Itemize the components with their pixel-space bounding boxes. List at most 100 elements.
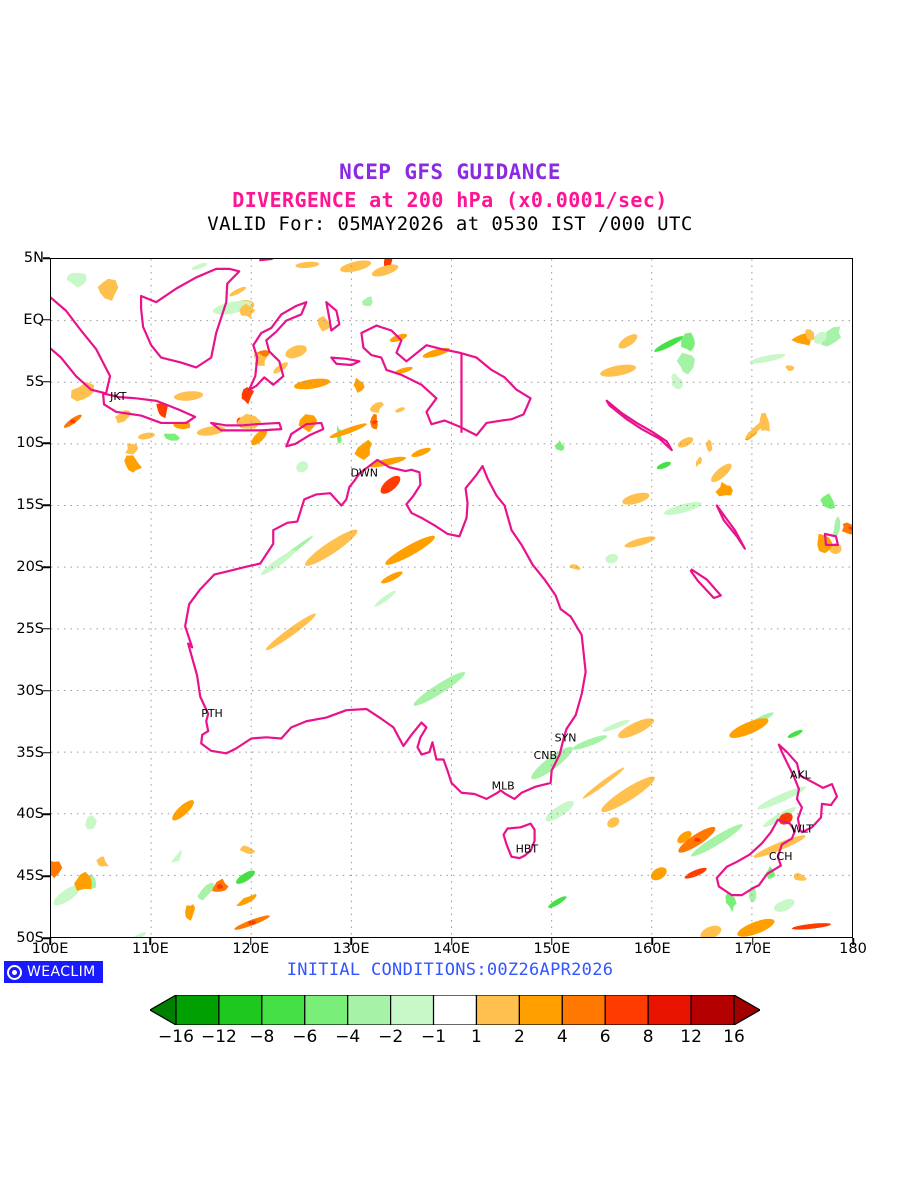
divergence-cell (684, 867, 707, 879)
divergence-cell (737, 918, 775, 937)
y-axis-label: 30S (16, 682, 44, 699)
divergence-cell (601, 776, 655, 813)
y-axis-label: 50S (16, 930, 44, 946)
divergence-cell (729, 718, 769, 738)
x-axis-label: 130E (332, 941, 370, 957)
divergence-cell (681, 332, 695, 352)
divergence-cell (241, 387, 254, 405)
colorbar-swatch (390, 995, 435, 1025)
weaclim-logo[interactable]: WEACLIM (4, 961, 103, 983)
colorbar-tick-labels: −16 −12 −8 −6 −4 −2 −1 1 2 4 6 8 12 16 (150, 1025, 760, 1049)
divergence-cell (354, 439, 373, 461)
divergence-cell (236, 893, 257, 906)
x-axis-label: 160E (633, 941, 671, 957)
x-tick (852, 938, 854, 945)
divergence-cell (53, 885, 81, 906)
divergence-cell (132, 932, 147, 937)
x-axis-label: 180 (839, 941, 867, 957)
divergence-cell (848, 526, 852, 530)
divergence-cell (691, 824, 743, 857)
colorbar-label: 2 (513, 1027, 525, 1047)
x-tick (250, 938, 252, 945)
y-tick (43, 504, 50, 507)
y-axis-label: 40S (16, 806, 44, 823)
divergence-cell (248, 920, 256, 925)
divergence-cell (650, 867, 667, 881)
colorbar-swatch (561, 995, 606, 1025)
city-labels: JKT DWN PTH SYN CNB MLB HBT AKL WLT CCH (109, 390, 813, 863)
divergence-cell (85, 815, 97, 830)
divergence-cell (813, 331, 827, 344)
divergence-cell (173, 391, 204, 401)
divergence-cell (239, 845, 256, 855)
colorbar-label: 4 (556, 1027, 568, 1047)
city-label-jkt: JKT (109, 390, 127, 403)
divergence-cell (368, 456, 406, 468)
divergence-cell (413, 672, 466, 706)
colorbar-swatch (175, 995, 220, 1025)
city-label-syn: SYN (555, 731, 577, 744)
divergence-cell (239, 303, 256, 319)
y-axis-label: 5N (23, 250, 44, 266)
divergence-cell (371, 420, 379, 425)
coastline-path (502, 822, 536, 860)
coastline-path (101, 392, 197, 425)
y-tick (43, 442, 50, 445)
colorbar-label: 8 (642, 1027, 654, 1047)
divergence-cell (293, 378, 331, 390)
y-tick (43, 813, 50, 816)
divergence-cell (380, 475, 401, 494)
divergence-cell (51, 860, 63, 879)
divergence-cell (582, 767, 625, 799)
map-plot-area: JKT DWN PTH SYN CNB MLB HBT AKL WLT CCH (50, 258, 853, 938)
divergence-cell (329, 423, 367, 438)
divergence-cell (841, 522, 852, 535)
divergence-cell (265, 613, 316, 651)
divergence-cell (602, 719, 630, 732)
divergence-cell (295, 261, 320, 269)
divergence-cell (285, 345, 307, 359)
divergence-cell (317, 316, 332, 332)
city-label-wlt: WLT (791, 823, 813, 836)
city-label-cnb: CNB (534, 749, 557, 762)
divergence-cell (715, 481, 733, 497)
divergence-cell (125, 443, 139, 455)
x-axis-label: 150E (533, 941, 571, 957)
divergence-cell (97, 278, 119, 301)
divergence-cell (260, 550, 296, 575)
divergence-cell (773, 901, 786, 912)
coastline-path (210, 421, 283, 432)
divergence-cell (171, 849, 182, 863)
divergence-cell (711, 463, 732, 483)
x-tick (350, 938, 352, 945)
divergence-cell (787, 729, 803, 738)
y-axis-label: 25S (16, 620, 44, 637)
colorbar-label: 1 (471, 1027, 482, 1047)
divergence-cell (705, 439, 713, 453)
colorbar-label: −2 (378, 1027, 404, 1047)
divergence-cell (570, 564, 581, 571)
divergence-cell (156, 403, 168, 419)
y-tick (43, 875, 50, 877)
coastline-path (777, 743, 839, 834)
colorbar-swatch (218, 995, 263, 1025)
colorbar-swatch (475, 995, 520, 1025)
divergence-cell (600, 364, 637, 377)
y-axis-label: 45S (16, 868, 44, 885)
divergence-cell (622, 492, 650, 505)
x-tick (651, 938, 653, 945)
divergence-cell (545, 800, 574, 822)
y-axis-label: 20S (16, 559, 44, 576)
divergence-cell (197, 882, 215, 901)
coastline-path (248, 301, 308, 391)
divergence-cell (785, 365, 795, 371)
divergence-cell (695, 456, 703, 467)
divergence-cell (531, 746, 573, 780)
divergence-cell (124, 455, 142, 473)
divergence-cell (374, 590, 396, 607)
divergence-cell (296, 461, 309, 473)
y-axis-label: 15S (16, 497, 44, 514)
divergence-cell (229, 286, 247, 297)
divergence-cell (677, 831, 692, 844)
divergence-cell (693, 837, 701, 842)
